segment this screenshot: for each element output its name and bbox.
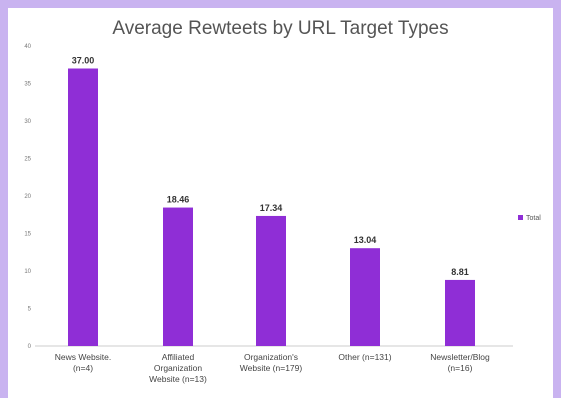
- y-tick-label-1: 5: [28, 307, 32, 313]
- y-tick-label-3: 15: [24, 232, 31, 238]
- y-tick-label-6: 30: [24, 119, 31, 125]
- x-tick-label-1-1: Organization: [154, 363, 202, 373]
- y-tick-label-4: 20: [24, 194, 31, 200]
- x-axis-labels: News Website.(n=4)AffiliatedOrganization…: [55, 352, 490, 384]
- bar-1: [163, 207, 193, 346]
- legend: Total: [518, 215, 541, 222]
- y-tick-label-8: 40: [24, 44, 31, 50]
- bars: 37.00 18.46 17.34 13.04 8.81: [68, 56, 475, 346]
- chart-title: Average Rewteets by URL Target Types: [112, 18, 449, 39]
- data-label-3: 13.04: [354, 235, 377, 245]
- y-tick-label-5: 25: [24, 157, 31, 163]
- y-tick-label-0: 0: [28, 344, 32, 350]
- x-tick-label-4-0: Newsletter/Blog: [430, 352, 490, 362]
- x-tick-label-4-1: (n=16): [448, 363, 473, 373]
- bar-chart: 0 5 10 15 20 25 30 35 40 37.00 18.46 17.34 13.04 8.8…: [24, 44, 541, 384]
- data-label-1: 18.46: [167, 195, 190, 205]
- y-tick-label-7: 35: [24, 82, 31, 88]
- x-tick-label-0-1: (n=4): [73, 363, 93, 373]
- x-tick-label-1-0: Affiliated: [162, 352, 195, 362]
- bar-3: [350, 248, 380, 346]
- bar-2: [256, 215, 286, 346]
- chart-panel: Average Rewteets by URL Target Types 0 5 1…: [8, 8, 553, 398]
- y-tick-label-2: 10: [24, 269, 31, 275]
- x-tick-label-2-1: Website (n=179): [240, 363, 303, 373]
- bar-4: [445, 279, 475, 346]
- x-tick-label-2-0: Organization's: [244, 352, 298, 362]
- legend-swatch-total: [518, 215, 523, 220]
- x-tick-label-3-0: Other (n=131): [338, 352, 391, 362]
- x-tick-label-1-2: Website (n=13): [149, 374, 207, 384]
- data-label-4: 8.81: [451, 267, 469, 277]
- bar-0: [68, 68, 98, 346]
- legend-label-total: Total: [526, 215, 541, 222]
- x-tick-label-0-0: News Website.: [55, 352, 112, 362]
- data-label-0: 37.00: [72, 56, 95, 66]
- data-label-2: 17.34: [260, 203, 283, 213]
